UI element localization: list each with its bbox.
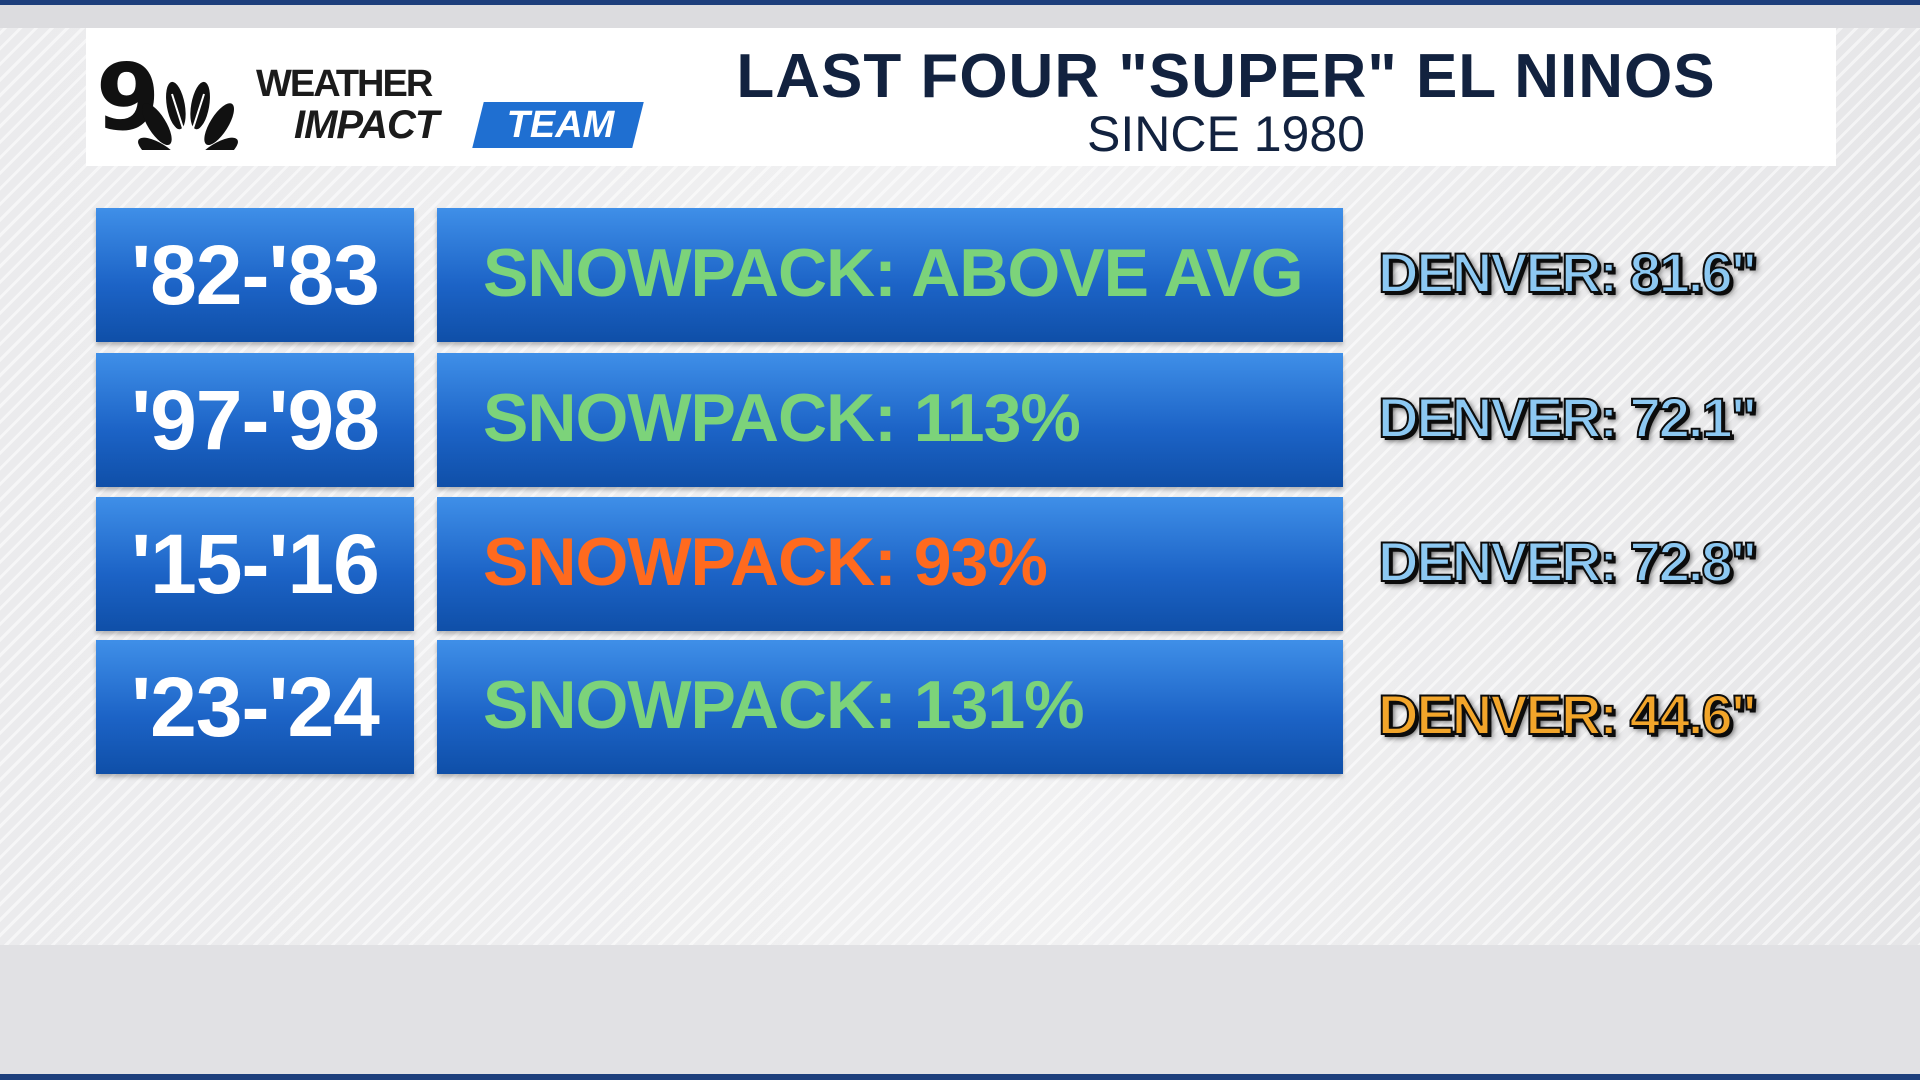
season-row: '23-'24 SNOWPACK: 131% DENVER: 44.6" [0, 640, 1920, 774]
logo-weather-text: WEATHER [256, 63, 433, 105]
season-row: '15-'16 SNOWPACK: 93% DENVER: 72.8" [0, 497, 1920, 631]
snowpack-label: SNOWPACK: 113% [483, 380, 1081, 456]
logo-impact-text: IMPACT [294, 103, 439, 147]
season-year-label: '97-'98 [131, 373, 380, 467]
year-box: '23-'24 [96, 640, 414, 774]
snowpack-box: SNOWPACK: 113% [437, 353, 1343, 487]
year-box: '97-'98 [96, 353, 414, 487]
channel-number-logo: 9 [96, 44, 160, 151]
logo-team-text: TEAM [506, 104, 615, 146]
season-row: '82-'83 SNOWPACK: ABOVE AVG DENVER: 81.6… [0, 208, 1920, 342]
year-box: '15-'16 [96, 497, 414, 631]
season-year-label: '82-'83 [131, 228, 380, 322]
denver-snowfall-label: DENVER: 72.1" [1377, 385, 1758, 450]
page-title: LAST FOUR "SUPER" EL NINOS [736, 42, 1716, 111]
snowpack-label: SNOWPACK: 93% [483, 524, 1048, 600]
snowpack-box: SNOWPACK: 131% [437, 640, 1343, 774]
year-box: '82-'83 [96, 208, 414, 342]
denver-snowfall-label: DENVER: 81.6" [1377, 240, 1758, 305]
snowpack-box: SNOWPACK: 93% [437, 497, 1343, 631]
snowpack-label: SNOWPACK: 131% [483, 667, 1085, 743]
season-year-label: '15-'16 [131, 517, 380, 611]
denver-snowfall-label: DENVER: 72.8" [1377, 529, 1758, 594]
header-banner: 9 WEATHER IMPACT TEAM LAST FOUR "SUPER" … [86, 28, 1836, 166]
season-row: '97-'98 SNOWPACK: 113% DENVER: 72.1" [0, 353, 1920, 487]
snowpack-box: SNOWPACK: ABOVE AVG [437, 208, 1343, 342]
frame-top-border [0, 0, 1920, 5]
page-subtitle: SINCE 1980 [1087, 106, 1365, 162]
frame-bottom-border [0, 1074, 1920, 1080]
season-year-label: '23-'24 [131, 660, 380, 754]
nbc-peacock-icon [138, 81, 238, 150]
denver-snowfall-label: DENVER: 44.6" [1377, 682, 1758, 747]
background-bottom-band [0, 945, 1920, 1075]
snowpack-label: SNOWPACK: ABOVE AVG [483, 235, 1304, 311]
